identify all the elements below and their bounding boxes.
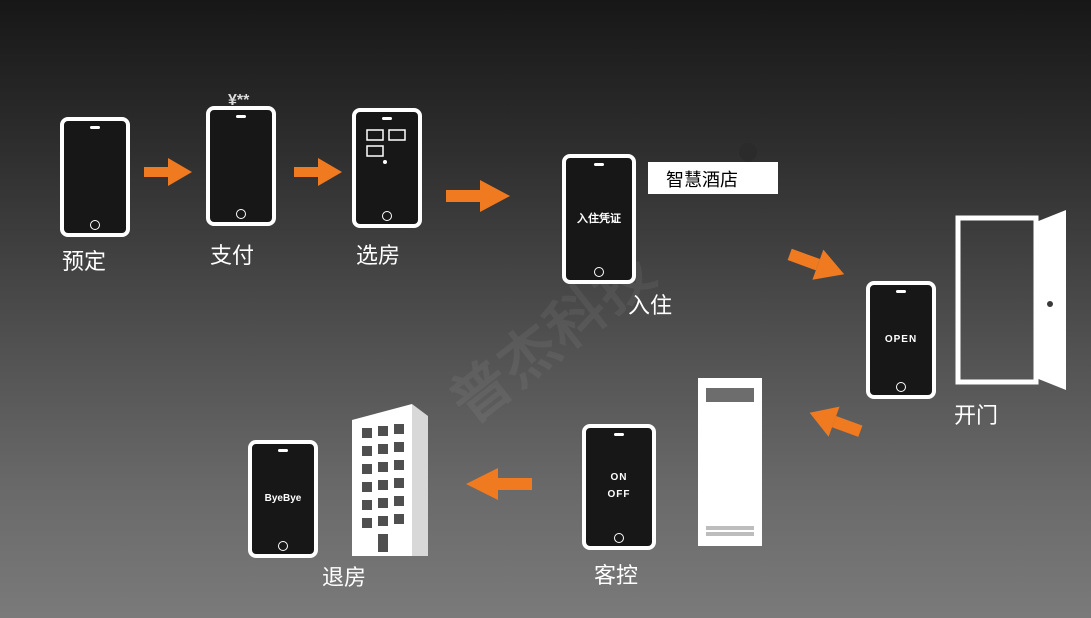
arrow-pay-to-choose (294, 158, 342, 186)
arrow-control-to-checkout (466, 468, 532, 500)
building-icon (336, 400, 434, 560)
step-label-checkin: 入住 (628, 288, 672, 320)
phone-pay-screen (214, 122, 268, 208)
appliance-icon (694, 374, 766, 550)
phone-checkin-text: 入住凭证 (577, 210, 621, 226)
phone-checkout-screen: ByeBye (256, 456, 310, 540)
phone-pay (206, 106, 276, 226)
arrow-checkin-to-open (786, 244, 846, 284)
arrow-choose-to-checkin (446, 180, 510, 212)
door-icon (950, 210, 1070, 390)
step-label-control: 客控 (594, 558, 638, 590)
phone-control-off: OFF (608, 489, 631, 500)
phone-checkout: ByeBye (248, 440, 318, 558)
phone-reserve-screen (68, 133, 122, 219)
step-label-open: 开门 (954, 398, 998, 430)
phone-choose (352, 108, 422, 228)
phone-reserve (60, 117, 130, 237)
step-label-choose: 选房 (356, 238, 400, 270)
arrow-open-to-control (806, 402, 864, 442)
phone-open: OPEN (866, 281, 936, 399)
step-label-reserve: 预定 (62, 244, 106, 276)
arrow-reserve-to-pay (144, 158, 192, 186)
phone-checkin-screen: 入住凭证 (570, 170, 628, 266)
phone-control-screen: ON OFF (590, 440, 648, 532)
room-grid-icon (363, 128, 411, 168)
front-desk-label: 智慧酒店 (666, 166, 738, 192)
phone-checkout-text: ByeBye (265, 493, 302, 504)
phone-control: ON OFF (582, 424, 656, 550)
phone-open-screen: OPEN (874, 297, 928, 381)
phone-open-text: OPEN (885, 334, 917, 345)
phone-control-on: ON (611, 472, 628, 483)
step-label-pay: 支付 (210, 238, 254, 270)
step-label-checkout: 退房 (322, 560, 366, 592)
phone-choose-screen (360, 124, 414, 210)
phone-checkin: 入住凭证 (562, 154, 636, 284)
